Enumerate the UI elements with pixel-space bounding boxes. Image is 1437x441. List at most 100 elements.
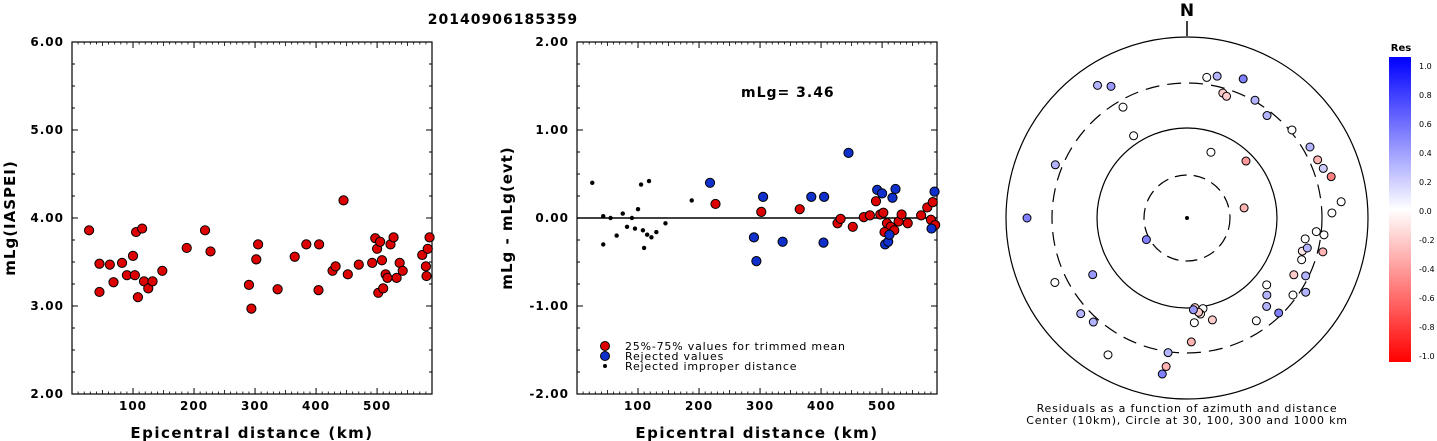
data-point [243,279,255,290]
x-tick-label: 400 [302,399,330,413]
residual-point [1311,227,1321,237]
data-point [878,207,889,218]
residual-point [1050,277,1060,287]
data-point [890,183,901,195]
residual-point [1262,280,1272,290]
data-point-small [638,182,644,187]
x-tick-label: 500 [868,399,896,413]
residual-point [1262,301,1272,311]
data-point [819,191,830,202]
polar-panel: N Residuals as a function of azimuth and… [1005,1,1369,427]
residual-point [1300,234,1310,244]
data-point [870,196,882,207]
legend-marker-trimmed [600,341,610,351]
residual-point [1239,203,1249,213]
colorbar: Res 1.0 0.8 0.6 0.4 0.2 0.0 -0.2 -0.4 -0.6 -0.8 -1… [1389,43,1435,362]
legend-label-rejected: Rejected values [625,350,724,363]
residual-point [1241,156,1251,166]
residual-point [1206,147,1216,157]
data-point-small [649,235,654,240]
residual-point [1050,160,1060,170]
data-point [794,204,805,215]
residual-point [1301,287,1311,297]
residual-point [1202,72,1212,82]
y-tick-label: 5.00 [30,123,64,137]
north-label: N [1180,1,1194,21]
data-point [181,242,192,254]
residual-point [1251,316,1261,326]
x-tick-label: 200 [180,399,208,413]
residual-point [1163,348,1173,358]
data-point [926,223,937,234]
data-point [127,250,139,261]
colorbar-tick-label: -0.6 [1419,294,1435,303]
data-point [884,229,895,240]
data-point [843,147,854,158]
colorbar-tick-label: 1.0 [1419,62,1432,71]
x-axis-label-1: Epicentral distance (km) [130,424,373,441]
residual-point [1327,208,1337,218]
data-point [367,257,378,268]
data-point-small [689,198,694,203]
data-point [157,265,168,276]
data-point [342,269,353,280]
colorbar-tick-label: -0.2 [1419,236,1435,245]
data-point [421,270,432,282]
ring-1000km [1005,36,1369,400]
data-point [704,177,716,188]
data-point [129,270,140,281]
data-point [289,251,300,262]
x-tick-label: 300 [746,399,774,413]
residual-point [1207,315,1217,325]
ring-300km [1051,82,1323,354]
residual-point [1093,80,1103,90]
axis-ticks-1: 2.00 3.00 4.00 5.00 6.00 100 200 300 400 500 [30,35,432,413]
data-point [246,303,257,314]
data-point [710,198,721,210]
data-point-small [590,180,595,185]
data-point-small [640,228,646,233]
data-point-small [646,178,652,184]
residual-point [1287,125,1297,135]
data-point [108,277,119,288]
data-point [864,210,875,221]
residual-point [1289,270,1299,280]
polar-caption-line-2: Center (10km), Circle at 30, 100, 300 an… [1026,414,1348,427]
y-tick-label: 2.00 [30,387,64,401]
data-point [777,236,788,247]
y-axis-label-1: mLg(IASPEI) [1,160,19,275]
data-point [896,209,907,220]
residual-point [1319,230,1329,240]
data-point [929,186,940,197]
data-point [847,221,858,232]
data-point [391,272,402,283]
data-point [314,239,325,250]
colorbar-title: Res [1391,43,1411,54]
colorbar-tick-label: -1.0 [1419,352,1435,361]
plot-frame-1 [71,41,433,395]
residual-point [1250,95,1260,105]
y-tick-label: -2.00 [529,387,569,401]
y-tick-label: 2.00 [535,35,569,49]
data-point [132,292,143,303]
colorbar-tick-label: -0.8 [1419,323,1435,332]
polar-caption-line-1: Residuals as a function of azimuth and d… [1037,402,1338,415]
residual-point [1222,91,1232,101]
center-point [1185,216,1189,220]
y-tick-label: 1.00 [535,123,569,137]
data-point [205,246,216,257]
residual-point [1238,74,1248,84]
data-point [116,257,128,268]
y-tick-label: 4.00 [30,211,64,225]
data-point [375,236,386,247]
ring-100km [1096,127,1278,309]
data-point-small [635,207,641,212]
residual-point [1326,172,1336,182]
data-point [94,258,105,269]
data-markers-2 [590,147,941,267]
data-point [272,284,283,295]
data-point-small [601,214,606,219]
data-point-small [641,245,647,251]
residual-point [1297,255,1307,265]
